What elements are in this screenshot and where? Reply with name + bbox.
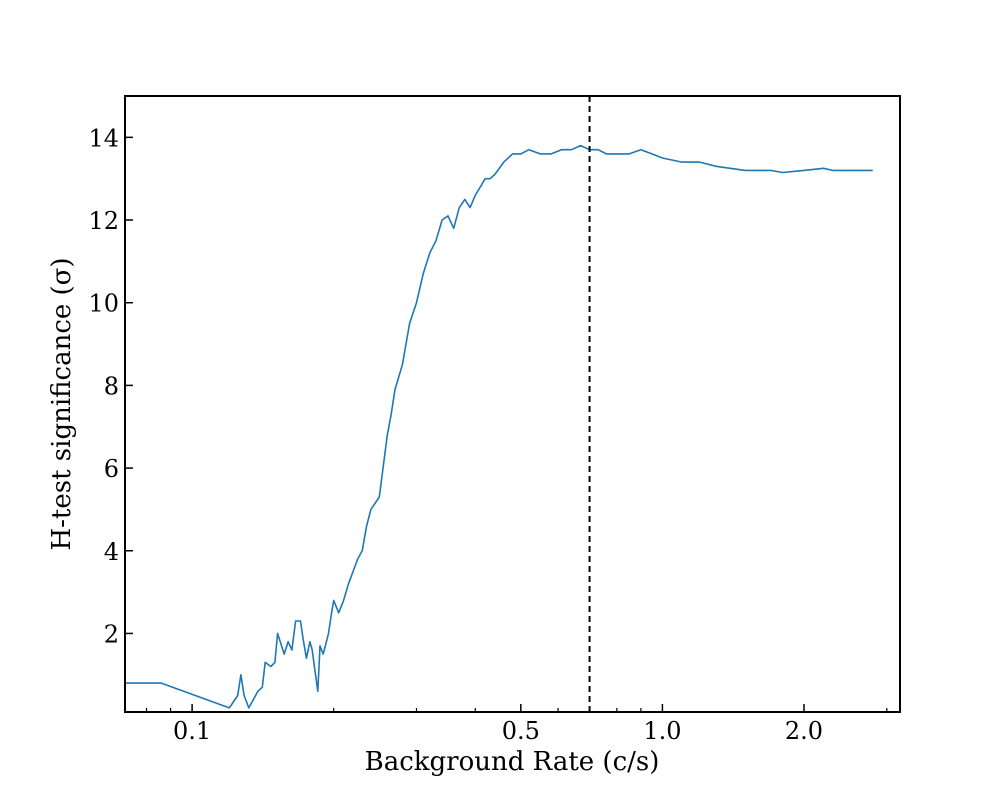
plot-area (125, 96, 900, 712)
y-tick-label: 2 (104, 620, 119, 648)
x-tick-label: 1.0 (643, 717, 681, 745)
y-tick-label: 14 (88, 124, 119, 152)
y-tick-label: 4 (104, 538, 119, 566)
y-axis-label: H-test significance (σ) (47, 257, 77, 550)
x-axis-label: Background Rate (c/s) (365, 747, 660, 777)
y-tick-label: 6 (104, 455, 119, 483)
series-line-0 (125, 144, 873, 709)
y-tick-label: 8 (104, 372, 119, 400)
plot-frame (124, 95, 901, 713)
y-tick-label: 12 (88, 207, 119, 235)
x-tick-label: 2.0 (785, 717, 823, 745)
x-tick-label: 0.1 (173, 717, 211, 745)
y-tick-label: 10 (88, 290, 119, 318)
x-tick-label: 0.5 (502, 717, 540, 745)
